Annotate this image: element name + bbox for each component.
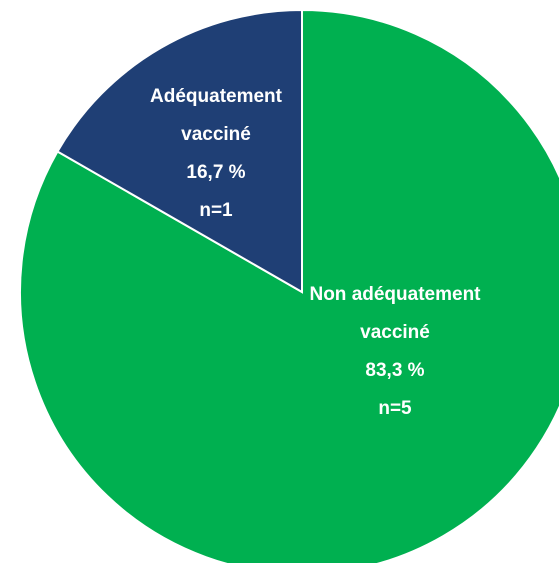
slice-label: Adéquatement vacciné 16,7 % n=1: [121, 78, 311, 230]
count-label: n=1: [199, 200, 233, 221]
value-label: 83,3 %: [365, 360, 425, 381]
category-label: Non adéquatement vacciné: [309, 284, 481, 343]
pie-slice: [19, 8, 559, 563]
pie-slice: [56, 8, 303, 294]
category-label: Adéquatement vacciné: [150, 86, 282, 145]
slice-label: Non adéquatement vacciné 83,3 % n=5: [300, 276, 490, 428]
count-label: n=5: [378, 398, 412, 419]
value-label: 16,7 %: [186, 162, 246, 183]
